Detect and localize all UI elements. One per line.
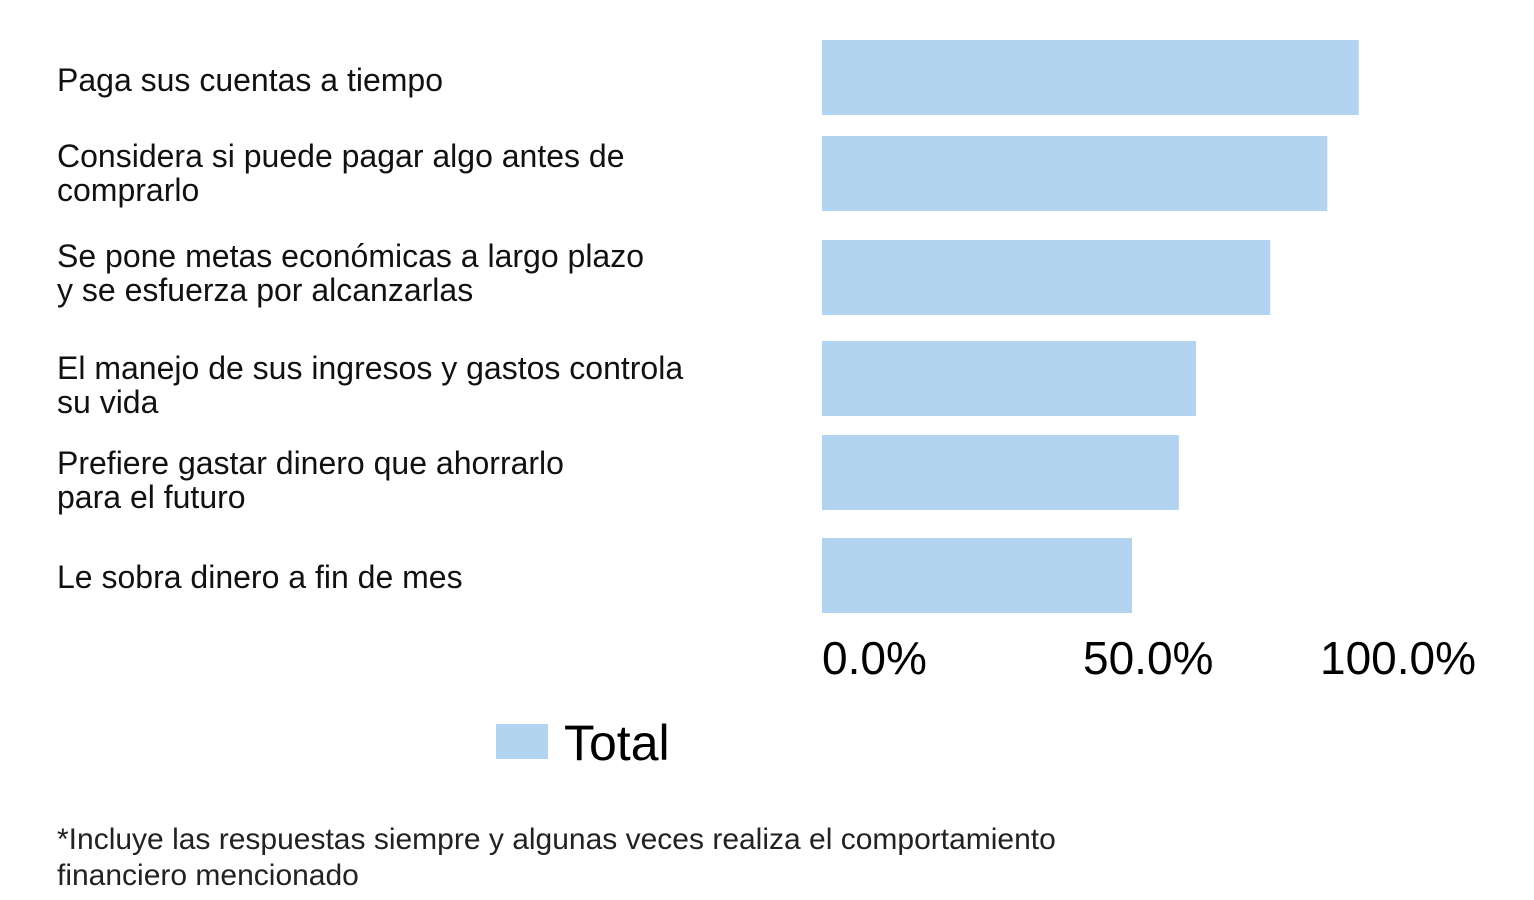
legend: Total: [496, 715, 670, 771]
category-label-5-line-2: para el futuro: [57, 479, 246, 515]
footnote: *Incluye las respuestas siempre y alguna…: [57, 822, 1257, 894]
category-label-5-line-1: Prefiere gastar dinero que ahorrarlo: [57, 445, 564, 481]
category-label-2-line-1: Considera si puede pagar algo antes de: [57, 138, 625, 174]
bars-group: [822, 40, 1359, 613]
bar-4: [822, 341, 1197, 416]
category-label-3-line-1: Se pone metas económicas a largo plazo: [57, 238, 644, 274]
category-label-4-line-2: su vida: [57, 384, 159, 420]
x-tick-label-1: 0.0%: [822, 632, 927, 684]
footnote-line-2: financiero mencionado: [57, 859, 359, 892]
category-label-2: Considera si puede pagar algo antes de co…: [57, 138, 625, 208]
category-label-3: Se pone metas económicas a largo plazo y …: [57, 238, 644, 308]
category-labels-group: Paga sus cuentas a tiempo Considera si pu…: [57, 62, 683, 595]
category-label-4: El manejo de sus ingresos y gastos contr…: [57, 350, 683, 420]
category-label-6-line-1: Le sobra dinero a fin de mes: [57, 559, 463, 595]
footnote-line-1: *Incluye las respuestas siempre y alguna…: [57, 823, 1056, 856]
category-label-1: Paga sus cuentas a tiempo: [57, 62, 443, 98]
category-label-4-line-1: El manejo de sus ingresos y gastos contr…: [57, 350, 683, 386]
x-axis-ticks-group: 0.0% 50.0% 100.0%: [822, 632, 1476, 684]
x-tick-label-3: 100.0%: [1320, 632, 1476, 684]
bar-6: [822, 538, 1133, 613]
category-label-1-line-1: Paga sus cuentas a tiempo: [57, 62, 443, 98]
category-label-6: Le sobra dinero a fin de mes: [57, 559, 463, 595]
bar-3: [822, 240, 1271, 315]
legend-swatch: [496, 724, 548, 759]
category-label-2-line-2: comprarlo: [57, 172, 199, 208]
x-tick-label-2: 50.0%: [1083, 632, 1213, 684]
bar-1: [822, 40, 1359, 115]
category-label-5: Prefiere gastar dinero que ahorrarlo para…: [57, 445, 564, 515]
legend-label-total: Total: [564, 715, 670, 771]
bar-5: [822, 435, 1179, 510]
bar-2: [822, 136, 1328, 211]
category-label-3-line-2: y se esfuerza por alcanzarlas: [57, 272, 473, 308]
